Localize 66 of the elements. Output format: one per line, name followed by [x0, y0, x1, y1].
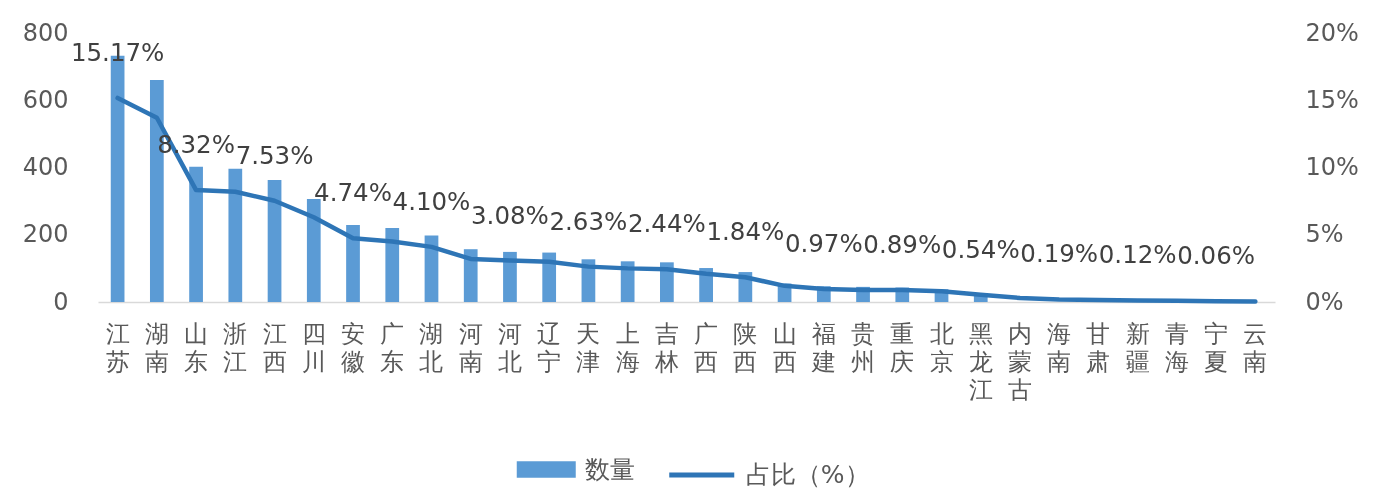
y-tick-label: 800: [22, 18, 69, 47]
legend-label: 占比（%）: [745, 460, 870, 489]
data-label: 4.74%: [314, 178, 392, 208]
x-tick-label: 广西: [694, 319, 719, 376]
x-tick-label: 吉林: [653, 319, 679, 376]
bar: [228, 168, 243, 302]
y-tick-label: 0: [53, 287, 69, 316]
x-tick-label: 重庆: [890, 319, 915, 376]
bar: [267, 179, 282, 302]
x-tick-label: 内蒙古: [1007, 319, 1032, 404]
x-tick-label: 陕西: [733, 319, 758, 376]
data-label: 4.10%: [392, 186, 471, 216]
x-tick-label: 湖南: [144, 319, 169, 376]
bar: [385, 228, 400, 302]
x-tick-label: 湖北: [419, 319, 444, 376]
data-label: 2.44%: [627, 209, 706, 239]
bar: [542, 252, 557, 302]
y2-tick-label: 15%: [1305, 85, 1359, 114]
y-tick-label: 600: [22, 85, 69, 114]
x-tick-label: 上海: [615, 319, 640, 376]
bar: [189, 166, 203, 302]
x-tick-label: 贵州: [851, 319, 876, 376]
data-label: 0.19%: [1020, 239, 1099, 269]
data-label: 3.08%: [471, 200, 549, 230]
y2-tick-label: 20%: [1305, 18, 1359, 47]
data-label: 0.54%: [941, 234, 1020, 264]
y-tick-label: 200: [22, 220, 69, 249]
data-label: 0.89%: [863, 230, 942, 260]
x-tick-label: 青海: [1164, 319, 1189, 376]
data-label: 15.17%: [70, 37, 165, 67]
data-label: 0.06%: [1177, 241, 1256, 271]
x-tick-label: 辽宁: [537, 319, 562, 376]
y2-tick-label: 10%: [1305, 153, 1359, 181]
y2-tick-label: 0%: [1305, 287, 1344, 316]
x-tick-label: 山东: [184, 319, 209, 376]
line-series: [115, 95, 1258, 304]
x-tick-label: 江西: [262, 319, 287, 376]
bar: [503, 251, 517, 302]
x-tick-label: 安徽: [341, 319, 366, 376]
x-tick-label: 四川: [301, 319, 326, 376]
y2-tick-label: 5%: [1305, 220, 1344, 249]
x-tick-label: 海南: [1047, 319, 1072, 376]
legend-label: 数量: [584, 454, 635, 484]
x-tick-label: 广东: [380, 319, 405, 376]
data-label: 7.53%: [235, 140, 314, 170]
bar: [306, 199, 321, 302]
x-tick-label: 云南: [1243, 319, 1268, 376]
x-tick-label: 甘肃: [1086, 319, 1111, 376]
x-tick-label: 宁夏: [1204, 319, 1229, 376]
x-tick-label: 江苏: [105, 319, 130, 376]
data-label: 2.63%: [549, 206, 628, 236]
bar: [346, 225, 360, 302]
x-tick-label: 黑龙江: [968, 319, 993, 404]
x-tick-label: 河北: [497, 319, 522, 376]
x-tick-label: 新疆: [1125, 319, 1150, 376]
y-tick-label: 400: [22, 153, 69, 181]
x-tick-label: 河南: [458, 319, 483, 376]
data-label: 0.97%: [784, 228, 863, 258]
bar: [463, 249, 478, 302]
x-tick-label: 浙江: [223, 319, 248, 376]
data-label: 1.84%: [706, 217, 785, 247]
x-tick-label: 福建: [810, 319, 836, 376]
x-tick-label: 山西: [772, 319, 797, 376]
data-label: 0.12%: [1098, 240, 1177, 270]
x-tick-label: 天津: [576, 319, 601, 376]
x-tick-label: 北京: [929, 319, 954, 376]
